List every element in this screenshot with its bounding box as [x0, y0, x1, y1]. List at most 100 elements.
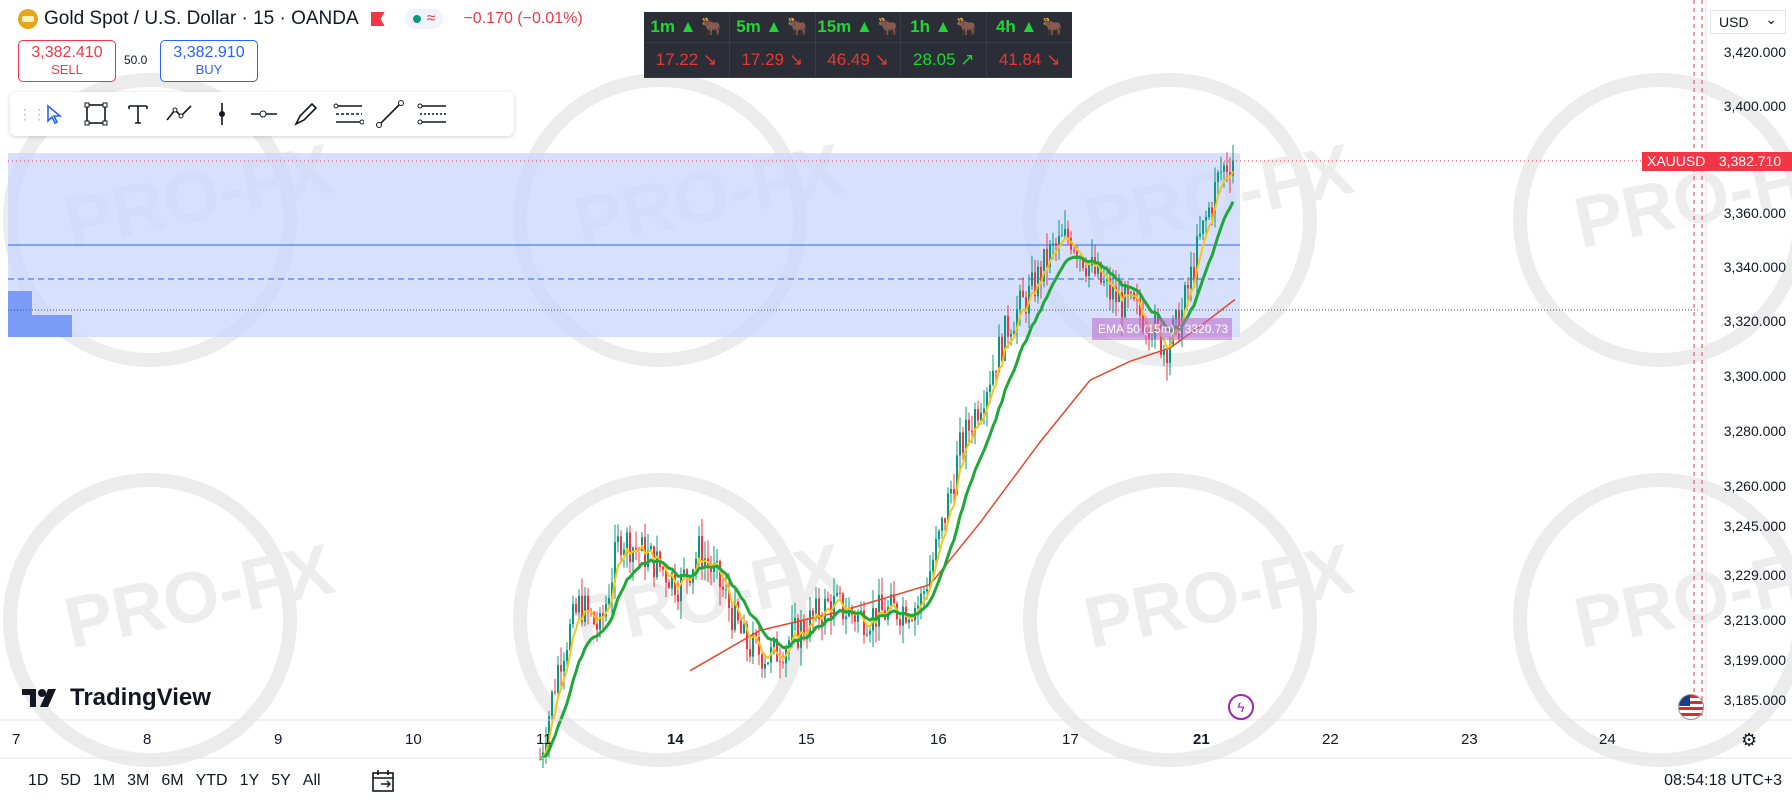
range-selector[interactable]: 1D 5D 1M 3M 6M YTD 1Y 5Y All: [22, 772, 327, 790]
price-axis-label: 3,280.000: [1723, 423, 1786, 439]
tradingview-wordmark: TradingView: [70, 684, 211, 711]
range-button-all[interactable]: All: [302, 772, 321, 789]
cursor-icon[interactable]: [34, 95, 74, 133]
candle-body: [929, 571, 931, 590]
range-button-ytd[interactable]: YTD: [195, 772, 228, 789]
time-axis-label: 7: [12, 731, 21, 748]
candle-body: [944, 517, 946, 523]
candle-body: [845, 616, 847, 619]
currency-select[interactable]: USD: [1710, 10, 1786, 34]
mtf-cell: 15m ▲ 🐂 46.49 ↘: [815, 12, 901, 78]
sell-button[interactable]: 3,382.410 SELL: [18, 40, 116, 82]
candle-body: [1082, 257, 1084, 269]
candle-body: [1190, 266, 1192, 289]
vertical-line-icon[interactable]: [202, 95, 242, 133]
ema-200-line[interactable]: [689, 298, 1236, 672]
candle-body: [728, 589, 730, 609]
market-status-pill[interactable]: ≈: [404, 9, 444, 29]
mtf-value: 17.29 ↘: [729, 43, 815, 77]
candle-body: [935, 539, 937, 560]
rectangle-icon[interactable]: [76, 95, 116, 133]
us-flag-event-icon[interactable]: [1678, 694, 1704, 720]
tradingview-logo[interactable]: TradingView: [22, 684, 211, 712]
range-button-6m[interactable]: 6M: [161, 772, 184, 789]
symbol-price-tag: XAUUSD: [1642, 152, 1711, 171]
candle-body: [647, 550, 649, 568]
flag-icon[interactable]: [370, 12, 385, 26]
candle-body: [662, 566, 664, 570]
range-button-1y[interactable]: 1Y: [239, 772, 260, 789]
mtf-value: 28.05 ↗: [901, 43, 987, 77]
range-button-5y[interactable]: 5Y: [271, 772, 291, 789]
candle-body: [953, 488, 955, 495]
range-button-3m[interactable]: 3M: [127, 772, 150, 789]
candle-body: [740, 620, 742, 634]
lightning-event-icon[interactable]: ϟ: [1228, 694, 1254, 720]
path-icon[interactable]: [160, 95, 200, 133]
range-button-5d[interactable]: 5D: [60, 772, 81, 789]
mtf-timeframe: 5m ▲ 🐂: [729, 12, 815, 42]
drag-handle-icon[interactable]: ⋮⋮: [18, 105, 46, 122]
buy-label: BUY: [195, 62, 223, 77]
watermark-ring: [1513, 73, 1792, 367]
candle-body: [1055, 243, 1057, 246]
time-axis-label: 11: [536, 731, 552, 748]
candle-body: [983, 408, 985, 413]
candle-body: [1199, 233, 1201, 237]
candle-body: [1058, 235, 1060, 246]
text-icon[interactable]: [118, 95, 158, 133]
horizontal-ray-icon[interactable]: [244, 95, 284, 133]
candle-body: [836, 592, 838, 596]
ema-fast-line[interactable]: [539, 171, 1234, 760]
ema-50-line[interactable]: [539, 201, 1235, 760]
candle-body: [599, 613, 601, 630]
candle-body: [917, 605, 919, 609]
candle-body: [920, 593, 922, 606]
candle-body: [1073, 249, 1075, 252]
price-axis-label: 3,300.000: [1723, 368, 1786, 384]
price-axis-label: 3,400.000: [1723, 98, 1786, 114]
long-position-icon[interactable]: [412, 95, 452, 133]
range-button-1m[interactable]: 1M: [92, 772, 116, 789]
candle-body: [1040, 266, 1042, 282]
candle-body: [1100, 262, 1102, 283]
candle-body: [911, 619, 913, 621]
mtf-timeframe: 1h ▲ 🐂: [901, 12, 987, 42]
candle-body: [899, 619, 901, 626]
candle-body: [602, 613, 604, 617]
candle-body: [551, 691, 553, 717]
candle-body: [941, 517, 943, 531]
candle-body: [1196, 236, 1198, 280]
candle-body: [608, 597, 610, 604]
settings-gear-icon[interactable]: ⚙: [1741, 730, 1758, 750]
candle-body: [767, 662, 769, 664]
candle-body: [614, 542, 616, 583]
tradingview-logo-icon: [22, 689, 56, 707]
drawing-toolbar[interactable]: ⋮⋮: [10, 92, 514, 136]
symbol-title[interactable]: Gold Spot / U.S. Dollar · 15 · OANDA: [44, 8, 359, 29]
candle-body: [650, 546, 652, 551]
mtf-timeframe: 4h ▲ 🐂: [987, 12, 1072, 42]
candle-body: [839, 592, 841, 594]
range-button-1d[interactable]: 1D: [28, 772, 49, 789]
calendar-goto-icon[interactable]: [370, 768, 396, 794]
ema-label: EMA 50 (15m) : 3320.73: [1092, 318, 1232, 340]
timezone-clock[interactable]: 08:54:18 UTC+3: [1664, 772, 1782, 789]
symbol-header[interactable]: Gold Spot / U.S. Dollar · 15 · OANDA ≈ −…: [18, 8, 583, 30]
price-change: −0.170 (−0.01%): [463, 10, 583, 27]
candle-body: [677, 594, 679, 602]
candle-body: [1220, 171, 1222, 173]
fib-icon[interactable]: [328, 95, 368, 133]
buy-price: 3,382.910: [173, 44, 245, 61]
candle-body: [1019, 290, 1021, 310]
buy-button[interactable]: 3,382.910 BUY: [160, 40, 258, 82]
brush-icon[interactable]: [286, 95, 326, 133]
candle-body: [809, 610, 811, 637]
candle-body: [626, 532, 628, 550]
candle-body: [1127, 285, 1129, 296]
trend-line-icon[interactable]: [370, 95, 410, 133]
candle-body: [734, 601, 736, 630]
candle-body: [1229, 172, 1231, 176]
candle-body: [1109, 279, 1111, 300]
